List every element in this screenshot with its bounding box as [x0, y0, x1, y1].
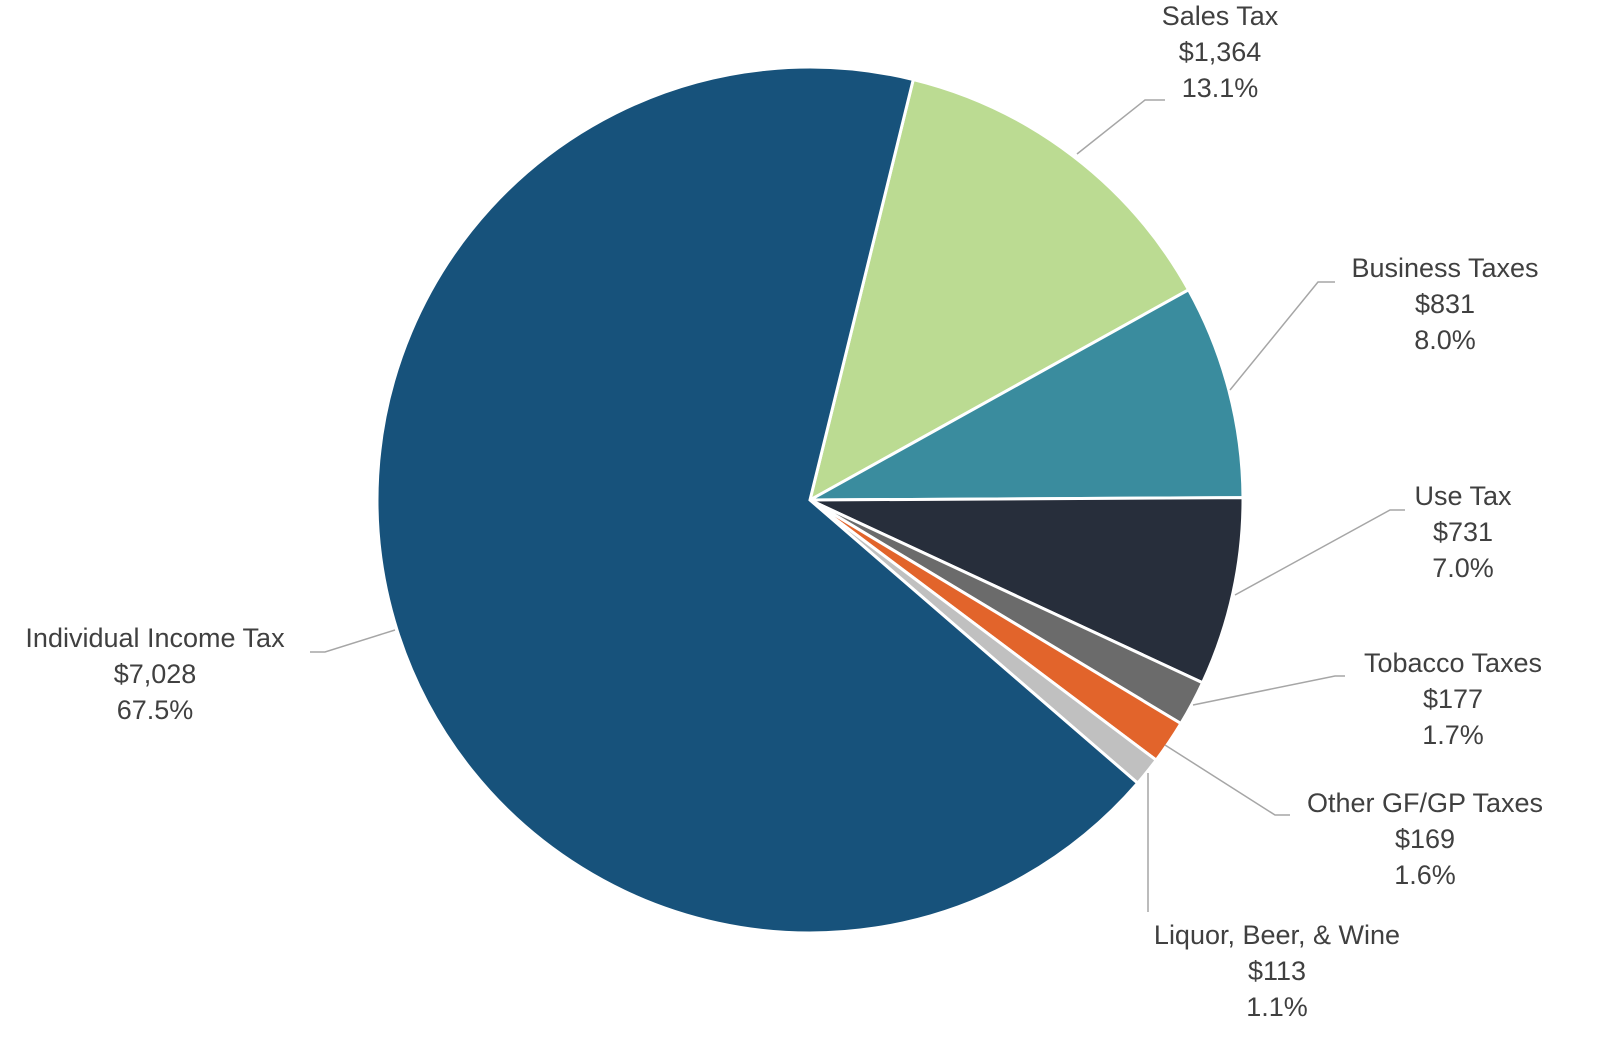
pie-slice: [809, 496, 1245, 685]
leader-line: [1229, 281, 1335, 391]
slice-label: Liquor, Beer, & Wine: [1154, 920, 1400, 950]
slice-share-label: 1.1%: [1246, 992, 1308, 1022]
slice-label: Business Taxes: [1351, 253, 1538, 283]
slice-value-label: $177: [1423, 684, 1483, 714]
slice-value-label: $113: [1248, 956, 1306, 986]
pie-slice: [375, 65, 1140, 935]
pie-slice: [807, 77, 1191, 503]
slice-label: Sales Tax: [1162, 1, 1279, 31]
slice-share-label: 8.0%: [1414, 325, 1476, 355]
pie-slice: [809, 287, 1245, 502]
slice-label: Tobacco Taxes: [1364, 648, 1542, 678]
slice-value-label: $731: [1433, 517, 1493, 547]
slice-label: Other GF/GP Taxes: [1307, 788, 1543, 818]
slice-label: Use Tax: [1414, 481, 1512, 511]
slice-value-label: $169: [1395, 824, 1455, 854]
leader-line: [310, 629, 396, 653]
slice-value-label: $7,028: [114, 659, 197, 689]
slice-value-label: $1,364: [1179, 37, 1262, 67]
slice-label: Individual Income Tax: [25, 623, 285, 653]
leader-line: [1192, 675, 1345, 706]
leader-line: [1234, 509, 1405, 596]
leader-line: [1164, 744, 1290, 816]
slice-value-label: $831: [1415, 289, 1475, 319]
leader-line: [1076, 99, 1165, 155]
slice-share-label: 13.1%: [1182, 73, 1259, 103]
slice-share-label: 67.5%: [117, 695, 194, 725]
slice-share-label: 1.7%: [1422, 720, 1484, 750]
slice-share-label: 1.6%: [1394, 860, 1456, 890]
slice-share-label: 7.0%: [1432, 553, 1494, 583]
